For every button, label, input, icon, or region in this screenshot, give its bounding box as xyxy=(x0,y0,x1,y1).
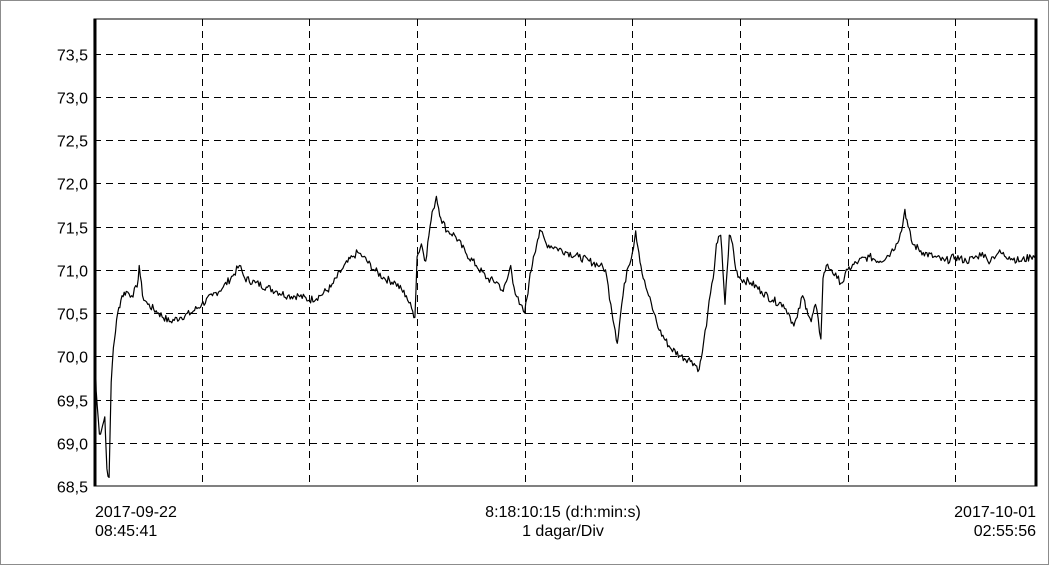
x-start-time-label: 08:45:41 xyxy=(95,523,158,540)
x-start-date-label: 2017-09-22 xyxy=(95,504,177,521)
y-tick-label: 69,0 xyxy=(57,437,88,454)
y-tick-labels: 68,5 69,0 69,5 70,0 70,5 71,0 71,5 72,0 72,5 73,0… xyxy=(57,48,88,497)
y-tick-label: 68,5 xyxy=(57,480,88,497)
y-tick-label: 70,5 xyxy=(57,307,88,324)
x-scale-label: 1 dagar/Div xyxy=(522,523,604,540)
y-tick-label: 71,0 xyxy=(57,264,88,281)
y-tick-label: 72,0 xyxy=(57,177,88,194)
y-tick-label: 69,5 xyxy=(57,394,88,411)
x-end-time-label: 02:55:56 xyxy=(973,523,1036,540)
plot-frame xyxy=(93,18,1038,487)
y-tick-label: 71,5 xyxy=(57,221,88,238)
y-tick-label: 73,0 xyxy=(57,91,88,108)
series-line xyxy=(93,18,1038,478)
x-duration-label: 8:18:10:15 (d:h:min:s) xyxy=(485,504,641,521)
y-tick-label: 70,0 xyxy=(57,350,88,367)
data-series-layer xyxy=(93,18,1038,486)
y-tick-label: 73,5 xyxy=(57,48,88,65)
x-end-date-label: 2017-10-01 xyxy=(954,504,1036,521)
grid-layer xyxy=(94,19,1037,486)
y-tick-label: 72,5 xyxy=(57,134,88,151)
